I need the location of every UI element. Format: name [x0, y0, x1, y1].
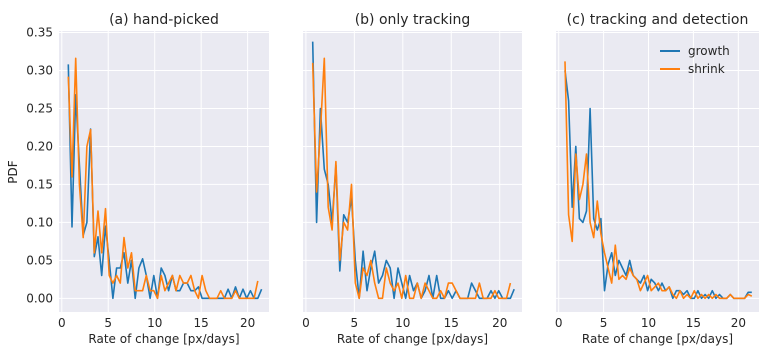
series-line-growth — [67, 64, 263, 300]
x-axis-title: Rate of change [px/days] — [88, 332, 239, 346]
x-tick-label: 15 — [194, 316, 209, 330]
y-tick-label: 0.00 — [26, 291, 53, 305]
panel-only-tracking: (b) only tracking 0 5 10 15 20 — [302, 12, 522, 330]
panel-tracking-and-detection: (c) tracking and detection 0 5 10 15 20 — [555, 12, 759, 330]
x-tick-label: 0 — [555, 316, 563, 330]
legend-label-growth: growth — [688, 44, 730, 58]
x-tick-label: 15 — [686, 316, 701, 330]
svg-text:Rate of change [px/days]: Rate of change [px/days] — [337, 332, 488, 346]
x-tick-label: 5 — [600, 316, 608, 330]
x-tick-label: 15 — [444, 316, 459, 330]
x-axis-title: Rate of change [px/days] — [337, 332, 488, 346]
series-line-growth — [311, 41, 515, 300]
series-line-growth — [564, 70, 752, 300]
series-line-shrink — [564, 61, 753, 300]
x-tick-label: 20 — [240, 316, 255, 330]
x-tick-label: 20 — [492, 316, 507, 330]
x-tick-label: 20 — [731, 316, 746, 330]
x-axis-title: Rate of change [px/days] — [582, 332, 733, 346]
y-tick-label: 0.05 — [26, 253, 53, 267]
x-tick-label: 5 — [351, 316, 359, 330]
y-tick-label: 0.15 — [26, 177, 53, 191]
y-axis-title: PDF — [6, 160, 20, 183]
y-tick-label: 0.35 — [26, 26, 53, 40]
panel-title: (b) only tracking — [355, 12, 471, 28]
y-tick-label: 0.10 — [26, 215, 53, 229]
series-line-shrink — [311, 57, 512, 300]
series-line-shrink — [67, 57, 259, 300]
x-tick-label: 10 — [641, 316, 656, 330]
y-tick-label: 0.30 — [26, 63, 53, 77]
x-tick-label: 5 — [104, 316, 112, 330]
x-tick-label: 10 — [395, 316, 410, 330]
x-tick-label: 0 — [58, 316, 66, 330]
plot-area — [59, 31, 269, 312]
x-tick-label: 10 — [147, 316, 162, 330]
svg-text:Rate of change [px/days]: Rate of change [px/days] — [88, 332, 239, 346]
y-tick-label: 0.25 — [26, 101, 53, 115]
panel-title: (c) tracking and detection — [567, 12, 749, 28]
plot-area — [556, 31, 759, 312]
legend: growth shrink — [660, 44, 730, 76]
y-tick-label: 0.20 — [26, 139, 53, 153]
legend-label-shrink: shrink — [688, 62, 725, 76]
svg-text:Rate of change [px/days]: Rate of change [px/days] — [582, 332, 733, 346]
panel-hand-picked: (a) hand-picked 0 5 10 15 20 0.00 0.05 0.10 0.15… — [26, 12, 269, 330]
panel-title: (a) hand-picked — [109, 12, 219, 28]
x-tick-label: 0 — [302, 316, 310, 330]
